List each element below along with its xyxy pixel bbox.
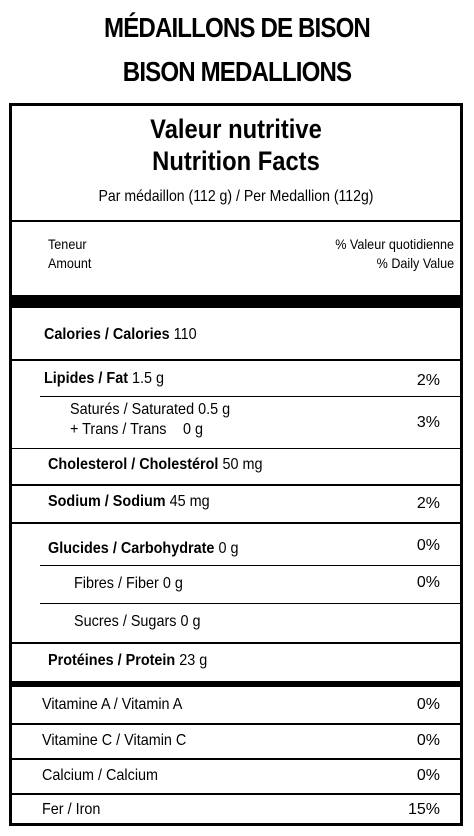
sodium-label: Sodium / Sodium [48,493,166,510]
trans-value: 0 g [183,421,204,438]
divider [12,522,460,524]
fat-daily-value: 2% [416,372,440,389]
calories-value: 110 [173,326,197,343]
divider [12,359,460,361]
calcium-daily-value: 0% [416,767,440,784]
fat-row: Lipides / Fat 1.5 g [44,370,164,388]
calories-label: Calories / Calories [44,326,170,343]
calories-row: Calories / Calories 110 [44,326,197,344]
cholesterol-label: Cholesterol / Cholestérol [48,456,219,473]
amount-header-fr: Teneur [48,236,87,252]
carbohydrate-daily-value: 0% [416,537,440,554]
sodium-daily-value: 2% [416,495,440,512]
divider [12,723,460,725]
divider [12,448,460,449]
product-name-en: BISON MEDALLIONS [122,56,352,87]
fiber-daily-value: 0% [416,574,440,591]
protein-value: 23 g [179,652,208,669]
divider [40,565,460,566]
sugars-value: 0 g [180,613,201,630]
cholesterol-row: Cholesterol / Cholestérol 50 mg [48,456,262,474]
fiber-row: Fibres / Fiber 0 g [74,575,183,593]
saturated-label: Saturés / Saturated [70,401,195,418]
serving-size: Par médaillon (112 g) / Per Medallion (1… [98,188,374,205]
trans-label: + Trans / Trans [70,421,167,438]
fiber-label: Fibres / Fiber [74,575,159,592]
amount-header-en: Amount [48,255,92,271]
sodium-value: 45 mg [169,493,210,510]
fiber-value: 0 g [162,575,183,592]
saturated-trans-daily-value: 3% [416,414,440,431]
divider [12,793,460,795]
saturated-value: 0.5 g [198,401,231,418]
divider [12,758,460,760]
vitamin-c-daily-value: 0% [416,732,440,749]
protein-row: Protéines / Protein 23 g [48,652,207,670]
carbohydrate-value: 0 g [218,540,239,557]
thick-divider [12,681,460,687]
product-name-fr: MÉDAILLONS DE BISON [104,12,371,43]
iron-row: Fer / Iron [42,801,101,818]
divider [12,642,460,644]
sugars-row: Sucres / Sugars 0 g [74,613,200,631]
protein-label: Protéines / Protein [48,652,176,669]
iron-daily-value: 15% [407,801,440,818]
sugars-label: Sucres / Sugars [74,613,177,630]
divider [12,220,460,222]
cholesterol-value: 50 mg [222,456,263,473]
vitamin-c-row: Vitamine C / Vitamin C [42,732,187,749]
fat-value: 1.5 g [132,370,165,387]
daily-value-header-fr: % Valeur quotidienne [335,236,454,252]
thick-divider [12,295,460,308]
carbohydrate-label: Glucides / Carbohydrate [48,540,215,557]
carbohydrate-row: Glucides / Carbohydrate 0 g [48,540,238,558]
vitamin-a-daily-value: 0% [416,696,440,713]
saturated-row: Saturés / Saturated 0.5 g [70,401,230,419]
vitamin-a-row: Vitamine A / Vitamin A [42,696,183,713]
trans-row: + Trans / Trans 0 g [70,421,203,439]
calcium-row: Calcium / Calcium [42,767,159,784]
divider [12,484,460,486]
sodium-row: Sodium / Sodium 45 mg [48,493,210,511]
divider [40,396,460,397]
nutrition-facts-panel: Valeur nutritive Nutrition Facts Par méd… [9,103,463,826]
fat-label: Lipides / Fat [44,370,129,387]
label-title-en: Nutrition Facts [152,146,320,176]
label-title-fr: Valeur nutritive [150,114,322,144]
daily-value-header-en: % Daily Value [376,255,454,271]
divider [40,603,460,604]
